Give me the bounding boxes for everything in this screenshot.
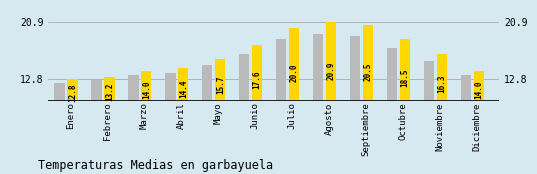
Bar xyxy=(91,80,101,171)
Bar xyxy=(289,28,300,171)
Bar xyxy=(178,68,188,171)
Bar xyxy=(350,36,360,171)
Text: 12.8: 12.8 xyxy=(68,84,77,102)
Text: 20.0: 20.0 xyxy=(289,64,299,82)
Text: 15.7: 15.7 xyxy=(216,76,225,94)
Bar xyxy=(239,54,250,171)
Bar xyxy=(128,75,139,171)
Text: 20.5: 20.5 xyxy=(364,63,373,81)
Bar xyxy=(461,75,471,171)
Bar xyxy=(313,34,323,171)
Bar xyxy=(215,59,226,171)
Bar xyxy=(437,54,447,171)
Bar xyxy=(387,48,397,171)
Bar xyxy=(326,22,336,171)
Bar xyxy=(474,71,484,171)
Text: 14.0: 14.0 xyxy=(142,80,151,99)
Bar xyxy=(165,73,176,171)
Text: 13.2: 13.2 xyxy=(105,82,114,101)
Bar xyxy=(252,45,263,171)
Bar xyxy=(400,39,410,171)
Text: Temperaturas Medias en garbayuela: Temperaturas Medias en garbayuela xyxy=(38,159,273,172)
Text: 16.3: 16.3 xyxy=(438,74,447,93)
Bar xyxy=(67,80,77,171)
Text: 14.0: 14.0 xyxy=(475,80,484,99)
Bar xyxy=(54,83,64,171)
Text: 18.5: 18.5 xyxy=(401,68,410,86)
Bar xyxy=(276,39,286,171)
Bar xyxy=(363,25,373,171)
Bar xyxy=(104,77,114,171)
Text: 20.9: 20.9 xyxy=(326,62,336,80)
Bar xyxy=(141,71,151,171)
Text: 14.4: 14.4 xyxy=(179,79,188,98)
Bar xyxy=(202,65,213,171)
Text: 17.6: 17.6 xyxy=(253,70,262,89)
Bar xyxy=(424,61,434,171)
